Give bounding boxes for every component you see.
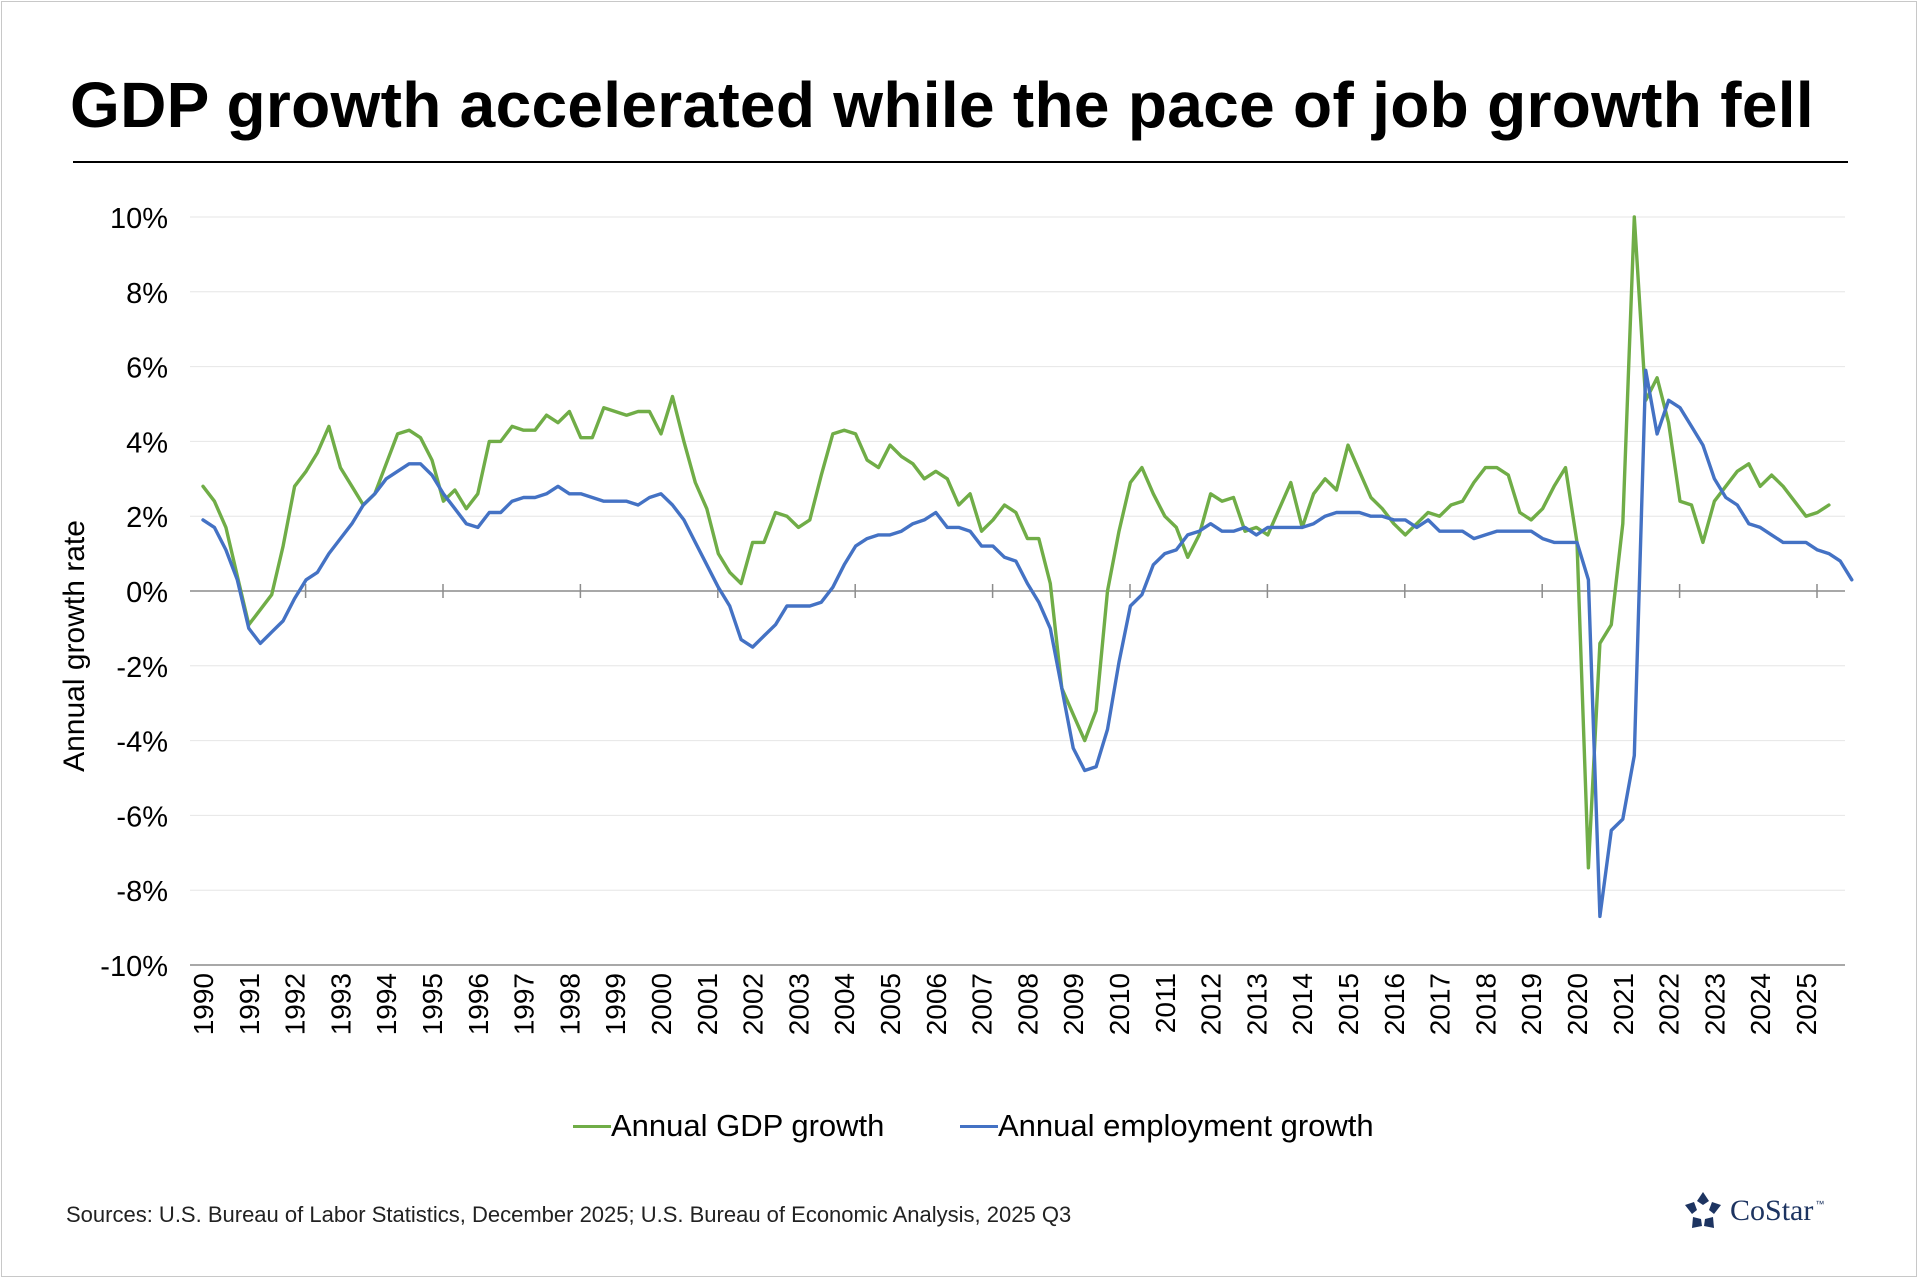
x-tick-label: 2017 [1425, 973, 1456, 1035]
legend-label-gdp: Annual GDP growth [611, 1108, 885, 1143]
y-tick-label: 10% [110, 203, 168, 235]
x-tick-label: 2016 [1379, 973, 1410, 1035]
y-tick-label: -2% [116, 652, 168, 684]
logo-text: CoStar [1730, 1194, 1814, 1227]
legend-swatch-employment [960, 1124, 998, 1128]
title-underline [73, 161, 1848, 163]
x-tick-label: 2024 [1745, 973, 1776, 1035]
x-tick-label: 2015 [1333, 973, 1364, 1035]
legend-label-employment: Annual employment growth [998, 1108, 1374, 1143]
legend-item-gdp: Annual GDP growth [573, 1108, 884, 1144]
y-tick-label: 4% [126, 427, 168, 459]
x-tick-label: 2021 [1608, 973, 1639, 1035]
x-tick-label: 2002 [738, 973, 769, 1035]
employment-growth-line [201, 368, 1854, 919]
x-tick-label: 2013 [1241, 973, 1272, 1035]
y-axis-title: Annual growth rate [58, 520, 91, 772]
y-tick-label: -4% [116, 727, 168, 759]
x-tick-label: 2007 [967, 973, 998, 1035]
x-tick-label: 2011 [1150, 973, 1181, 1033]
y-tick-label: -6% [116, 801, 168, 833]
costar-logo: CoStar ™ [1682, 1190, 1824, 1232]
logo-trademark: ™ [1815, 1199, 1825, 1209]
x-tick-label: 1998 [554, 973, 585, 1035]
x-tick-label: 2009 [1058, 973, 1089, 1035]
y-tick-label: 6% [126, 353, 168, 385]
x-tick-label: 2010 [1104, 973, 1135, 1035]
x-tick-label: 2023 [1699, 973, 1730, 1035]
x-tick-label: 2005 [875, 973, 906, 1035]
x-tick-label: 2004 [829, 973, 860, 1035]
x-tick-label: 2003 [783, 973, 814, 1035]
costar-star-icon [1685, 1192, 1721, 1228]
x-tick-label: 2018 [1470, 973, 1501, 1035]
x-tick-label: 2008 [1012, 973, 1043, 1035]
x-tick-label: 1995 [417, 973, 448, 1035]
y-tick-label: -10% [100, 951, 168, 983]
x-tick-label: 2020 [1562, 973, 1593, 1035]
source-note: Sources: U.S. Bureau of Labor Statistics… [66, 1202, 1072, 1227]
x-tick-label: 2019 [1516, 973, 1547, 1035]
legend-item-employment: Annual employment growth [960, 1108, 1374, 1144]
y-tick-label: 8% [126, 278, 168, 310]
x-tick-label: 2001 [692, 973, 723, 1035]
y-tick-label: 0% [126, 577, 168, 609]
legend-swatch-gdp [573, 1124, 611, 1128]
chart-title: GDP growth accelerated while the pace of… [70, 69, 1814, 141]
x-tick-label: 2012 [1196, 973, 1227, 1035]
x-tick-label: 1993 [325, 973, 356, 1035]
y-tick-label: 2% [126, 502, 168, 534]
x-tick-label: 1990 [188, 973, 219, 1035]
y-tick-label: -8% [116, 876, 168, 908]
x-tick-label: 2014 [1287, 973, 1318, 1035]
x-tick-label: 1999 [600, 973, 631, 1035]
x-tick-label: 2000 [646, 973, 677, 1035]
x-tick-label: 2006 [921, 973, 952, 1035]
x-tick-label: 1997 [509, 973, 540, 1035]
x-tick-label: 1996 [463, 973, 494, 1035]
x-tick-label: 1991 [234, 973, 265, 1035]
legend: Annual GDP growth Annual employment grow… [0, 1108, 1920, 1152]
x-tick-label: 1994 [371, 973, 402, 1035]
gdp-growth-line [201, 215, 1831, 870]
x-tick-label: 2022 [1654, 973, 1685, 1035]
x-tick-label: 2025 [1791, 973, 1822, 1035]
x-tick-label: 1992 [280, 973, 311, 1035]
line-chart: 10% 8% 6% 4% 2% 0% -2% -4% -6% -8% -10% 1990 1991 199… [58, 203, 1854, 1035]
